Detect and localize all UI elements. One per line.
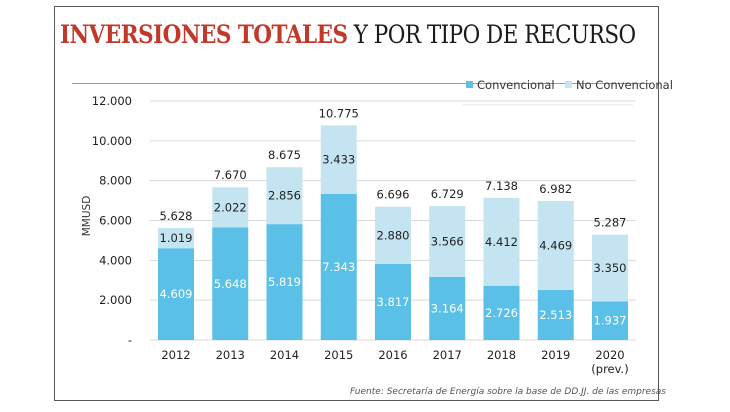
chart-title: INVERSIONES TOTALES Y POR TIPO DE RECURS… — [60, 20, 636, 49]
bar-convencional — [537, 289, 574, 340]
value-label-no-convencional: 3.433 — [322, 153, 355, 167]
legend-swatch-no-convencional — [565, 81, 572, 88]
bar-no-convencional — [483, 197, 520, 286]
title-divider — [72, 83, 650, 84]
value-label-no-convencional: 2.856 — [268, 189, 301, 203]
bar-no-convencional — [320, 125, 357, 194]
bars: 4.609 1.019 5.628 5.648 2.022 7.670 5.819 2.856… — [158, 106, 628, 340]
y-tick-label: 6.000 — [99, 214, 132, 228]
bar-convencional — [375, 263, 411, 340]
bar-convencional — [212, 227, 249, 340]
total-label: 10.775 — [319, 106, 359, 120]
value-label-convencional: 5.648 — [214, 277, 247, 291]
total-label: 6.729 — [431, 187, 464, 201]
x-tick-sublabel: (prev.) — [591, 362, 628, 376]
bar-convencional — [429, 276, 466, 340]
y-axis: - 2.000 4.000 6.000 8.000 10.000 12.000 — [92, 94, 132, 347]
source-note: Fuente: Secretaría de Energía sobre la b… — [350, 387, 666, 397]
value-label-no-convencional: 4.412 — [485, 235, 518, 249]
legend: Convencional No Convencional — [462, 78, 673, 106]
total-label: 8.675 — [268, 148, 301, 162]
x-tick-label: 2015 — [324, 348, 353, 362]
total-label: 5.628 — [160, 209, 193, 223]
x-axis: 2012 2013 2014 2015 2016 2017 2018 2019 2020(pre… — [161, 348, 628, 376]
bar-no-convencional — [537, 200, 574, 290]
legend-label-no-convencional: No Convencional — [576, 78, 673, 92]
total-label: 6.696 — [377, 188, 410, 202]
x-tick-label: 2017 — [433, 348, 462, 362]
x-tick-label: 2020 — [595, 348, 624, 362]
legend-swatch-convencional — [466, 81, 473, 88]
y-tick-label: - — [128, 333, 132, 347]
y-tick-label: 10.000 — [92, 134, 132, 148]
x-tick-label: 2016 — [378, 348, 407, 362]
x-tick-label: 2012 — [161, 348, 190, 362]
y-axis-label: MMUSD — [81, 196, 93, 237]
value-label-no-convencional: 3.566 — [431, 234, 464, 248]
total-label: 7.670 — [214, 168, 247, 182]
bar-no-convencional — [266, 167, 303, 225]
value-label-no-convencional: 4.469 — [539, 238, 572, 252]
value-label-convencional: 7.343 — [322, 260, 355, 274]
bar-no-convencional — [212, 187, 249, 228]
value-label-convencional: 4.609 — [160, 287, 193, 301]
title-rest: Y POR TIPO DE RECURSO — [353, 20, 636, 49]
bar-convencional — [483, 285, 520, 340]
bar-convencional — [158, 248, 194, 340]
x-tick-label: 2018 — [487, 348, 516, 362]
total-label: 7.138 — [485, 179, 518, 193]
value-label-convencional: 1.937 — [594, 314, 627, 328]
bar-convencional — [592, 301, 628, 340]
legend-label-convencional: Convencional — [477, 78, 555, 92]
bar-convencional — [320, 193, 357, 340]
y-tick-label: 12.000 — [92, 94, 132, 108]
value-label-no-convencional: 1.019 — [160, 231, 193, 245]
x-tick-label: 2014 — [270, 348, 299, 362]
bar-convencional — [266, 224, 303, 340]
value-label-no-convencional: 2.022 — [214, 200, 247, 214]
total-label: 5.287 — [594, 216, 627, 230]
value-label-no-convencional: 2.880 — [377, 228, 410, 242]
bar-no-convencional — [429, 205, 466, 277]
value-label-convencional: 3.817 — [377, 295, 410, 309]
bar-no-convencional — [158, 227, 194, 249]
value-label-convencional: 2.726 — [485, 306, 518, 320]
bar-no-convencional — [375, 206, 411, 264]
title-highlight: INVERSIONES TOTALES — [60, 20, 348, 49]
bar-no-convencional — [592, 234, 628, 302]
y-tick-label: 4.000 — [99, 253, 132, 267]
value-label-convencional: 3.164 — [431, 301, 464, 315]
y-tick-label: 8.000 — [99, 174, 132, 188]
x-tick-label: 2013 — [216, 348, 245, 362]
x-tick-label: 2019 — [541, 348, 570, 362]
value-label-no-convencional: 3.350 — [594, 261, 627, 275]
value-label-convencional: 5.819 — [268, 275, 301, 289]
total-label: 6.982 — [539, 182, 572, 196]
value-label-convencional: 2.513 — [539, 308, 572, 322]
y-tick-label: 2.000 — [99, 293, 132, 307]
